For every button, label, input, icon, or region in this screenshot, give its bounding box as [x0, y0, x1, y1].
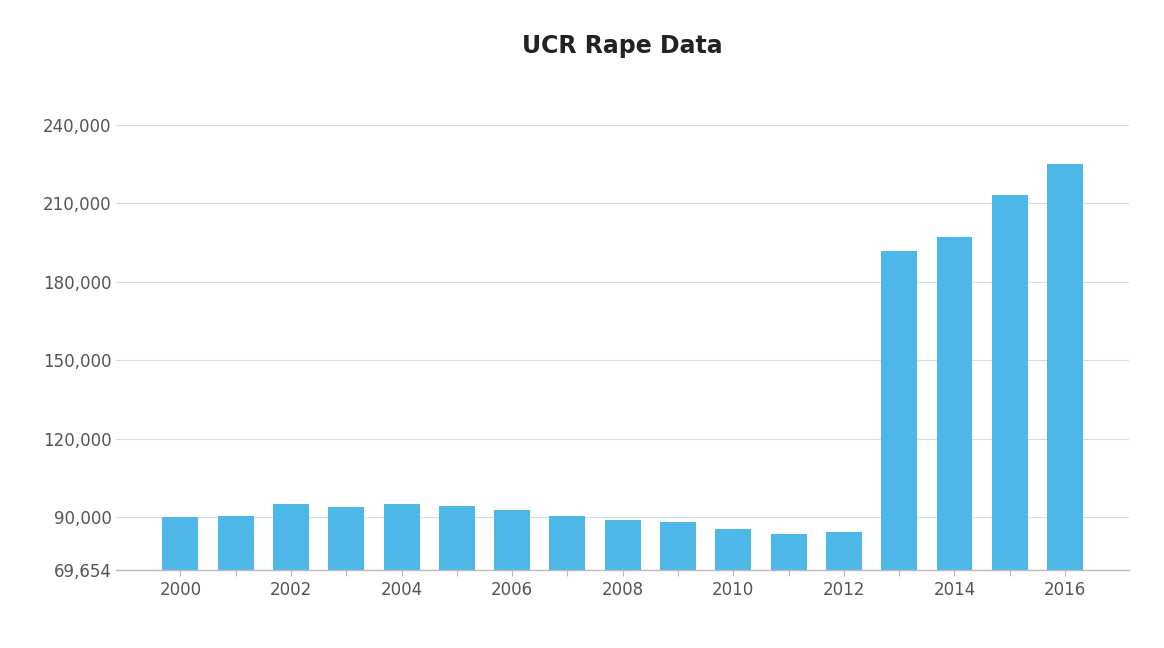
Bar	[328, 507, 364, 648]
Bar	[549, 516, 585, 648]
Title: UCR Rape Data: UCR Rape Data	[523, 34, 723, 58]
Bar	[495, 510, 530, 648]
Bar	[716, 529, 751, 648]
Bar	[660, 522, 696, 648]
Bar	[218, 516, 254, 648]
Bar	[163, 516, 198, 648]
Bar	[826, 532, 861, 648]
Bar	[439, 505, 475, 648]
Bar	[937, 237, 972, 648]
Bar	[605, 520, 640, 648]
Bar	[881, 251, 917, 648]
Bar	[274, 503, 308, 648]
Bar	[1048, 164, 1083, 648]
Bar	[992, 196, 1028, 648]
Bar	[384, 503, 419, 648]
Bar	[771, 534, 807, 648]
